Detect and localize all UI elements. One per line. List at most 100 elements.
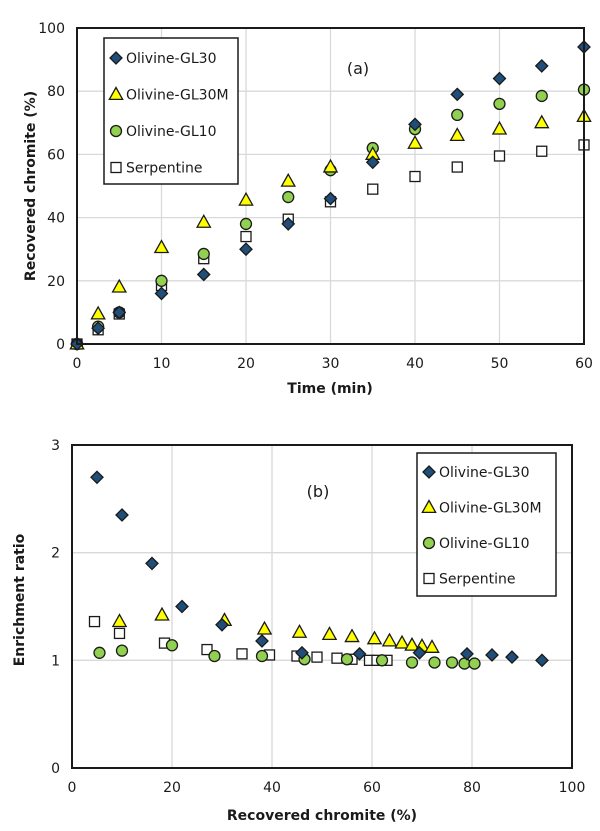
chart-b-point-olivine-gl10 [428, 656, 441, 669]
chart-b-series-olivine-gl30m [111, 606, 440, 653]
chart-a-point-olivine-gl10 [535, 89, 548, 103]
chart-a-legend-marker-triangle [108, 86, 124, 101]
chart-a-y-tick-label: 60 [47, 147, 65, 163]
chart-b-point-olivine-gl10 [115, 644, 129, 657]
chart-b-point-olivine-gl30m [111, 613, 128, 628]
chart-a-y-axis-title: Recovered chromite (%) [23, 91, 39, 281]
chart-a-point-olivine-gl30m [280, 172, 297, 187]
chart-a-point-olivine-gl30 [450, 87, 465, 102]
chart-b-legend-item-olivine-gl10: Olivine-GL10 [422, 536, 530, 552]
chart-a-point-olivine-gl10 [493, 97, 506, 110]
chart-b-panel-label: (b) [307, 482, 330, 501]
chart-a-point-olivine-gl10 [197, 247, 210, 261]
chart-b-y-tick-label: 2 [51, 546, 60, 562]
chart-a-x-tick-label: 30 [322, 356, 340, 372]
chart-b-x-tick-label: 60 [363, 780, 381, 796]
chart-b-point-olivine-gl30 [145, 556, 159, 571]
chart-a-point-olivine-gl30 [239, 242, 253, 257]
chart-b-legend-item-olivine-gl30: Olivine-GL30 [422, 465, 530, 481]
chart-a-x-tick-label: 40 [406, 356, 424, 372]
chart-b-point-olivine-gl30m [381, 632, 398, 647]
chart-b-point-olivine-gl10 [468, 657, 481, 670]
chart-b-point-serpentine [88, 615, 101, 628]
chart-b-legend-label: Olivine-GL30M [439, 501, 542, 517]
chart-b-point-olivine-gl30m [394, 634, 410, 649]
chart-a-y-tick-label: 20 [47, 274, 65, 290]
chart-a-point-serpentine [536, 145, 548, 157]
chart-a-plot-frame [76, 27, 585, 345]
chart-b-point-olivine-gl30 [255, 634, 269, 648]
chart-a-legend-item-olivine-gl10: Olivine-GL10 [109, 124, 217, 140]
chart-a-point-serpentine [240, 230, 252, 243]
chart-b-point-serpentine [236, 648, 248, 660]
chart-b-point-olivine-gl10 [93, 646, 106, 659]
chart-a-x-tick-label: 0 [73, 356, 82, 372]
chart-b-point-olivine-gl10 [375, 654, 389, 667]
chart-b-legend-marker-diamond [422, 465, 436, 479]
chart-a-point-serpentine [367, 183, 379, 195]
chart-b-point-olivine-gl30m [404, 636, 420, 651]
chart-a-point-serpentine [493, 150, 506, 162]
chart-a-point-olivine-gl30m [90, 305, 106, 320]
chart-a-legend-label: Olivine-GL30 [126, 51, 217, 67]
chart-a-point-olivine-gl30m [533, 114, 550, 129]
chart-b-series-olivine-gl30 [90, 470, 549, 668]
chart-a-point-olivine-gl30m [238, 191, 254, 206]
chart-b-point-olivine-gl30m [291, 624, 308, 638]
chart-a-point-olivine-gl30m [491, 120, 508, 135]
chart-a-legend-label: Olivine-GL30M [126, 88, 229, 104]
chart-b-point-olivine-gl30m [366, 630, 383, 645]
chart-a-legend-item-olivine-gl30m: Olivine-GL30M [108, 86, 229, 104]
chart-b-point-olivine-gl30 [90, 470, 104, 485]
chart-a-panel-label: (a) [347, 59, 369, 78]
chart-b-legend: Olivine-GL30 Olivine-GL30M Olivine-GL10 Ser… [416, 452, 557, 597]
chart-b-point-olivine-gl30 [535, 653, 549, 668]
chart-b-legend-item-serpentine: Serpentine [423, 572, 516, 588]
chart-b-x-tick-label: 40 [263, 780, 281, 796]
chart-a: 0 10 20 30 40 50 60 0 20 40 60 80 100 Time (min) Rec… [23, 21, 593, 397]
chart-b-point-olivine-gl30m [256, 620, 273, 635]
chart-b-point-olivine-gl10 [340, 653, 354, 666]
chart-a-point-olivine-gl30m [195, 214, 212, 228]
chart-a-ticks: 0 10 20 30 40 50 60 0 20 40 60 80 100 [38, 21, 593, 372]
chart-b-plot-frame [71, 444, 573, 769]
chart-b-legend-item-olivine-gl30m: Olivine-GL30M [421, 499, 542, 517]
chart-b-point-olivine-gl30 [505, 650, 519, 665]
chart-b-y-tick-label: 3 [51, 438, 60, 454]
chart-a-legend: Olivine-GL30 Olivine-GL30M Olivine-GL10 Ser… [103, 37, 239, 185]
chart-a-x-tick-label: 50 [491, 356, 509, 372]
chart-b-point-olivine-gl30m [344, 628, 360, 643]
chart-b-point-olivine-gl30m [424, 639, 440, 653]
chart-a-point-olivine-gl10 [155, 274, 168, 287]
chart-b-point-serpentine [201, 643, 213, 656]
chart-a-x-tick-label: 20 [237, 356, 255, 372]
chart-b-legend-marker-circle [422, 536, 436, 550]
chart-b-point-olivine-gl30 [295, 645, 309, 660]
chart-a-legend-marker-square [110, 161, 122, 174]
chart-a-point-olivine-gl30 [323, 191, 338, 206]
chart-a-x-tick-label: 60 [575, 356, 593, 372]
chart-b-point-olivine-gl10 [405, 656, 419, 669]
chart-a-point-olivine-gl10 [282, 190, 295, 204]
chart-a-point-olivine-gl30 [408, 117, 422, 132]
chart-b-point-olivine-gl10 [165, 639, 179, 652]
chart-b-point-olivine-gl10 [208, 649, 221, 663]
chart-b-point-olivine-gl30 [412, 645, 427, 660]
chart-b-x-tick-label: 0 [68, 780, 77, 796]
chart-b-ticks: 0 20 40 60 80 100 0 1 2 3 [51, 438, 585, 796]
chart-a-point-serpentine [409, 170, 421, 183]
chart-b-point-olivine-gl30 [485, 648, 499, 662]
chart-a-legend-item-olivine-gl30: Olivine-GL30 [109, 51, 217, 67]
chart-b-point-olivine-gl30 [352, 646, 367, 661]
chart-b-point-olivine-gl10 [445, 656, 459, 669]
chart-b-legend-marker-triangle [421, 499, 437, 514]
chart-a-y-tick-label: 100 [38, 21, 65, 37]
chart-b-point-olivine-gl30m [154, 606, 170, 621]
chart-b-legend-box [416, 452, 557, 597]
chart-b-point-serpentine [311, 651, 323, 663]
chart-a-point-olivine-gl30 [534, 59, 549, 73]
chart-b-point-olivine-gl30 [115, 508, 129, 522]
chart-a-point-olivine-gl30m [449, 127, 466, 141]
